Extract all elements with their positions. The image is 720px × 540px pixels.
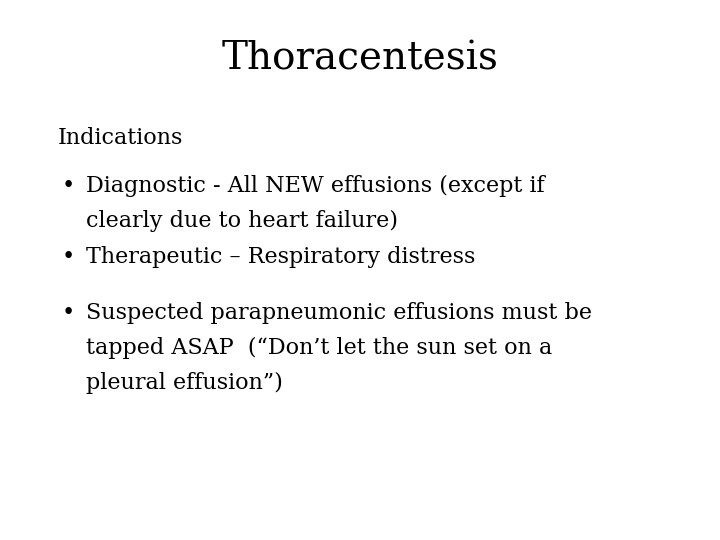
Text: Suspected parapneumonic effusions must be: Suspected parapneumonic effusions must b… — [86, 302, 593, 324]
Text: clearly due to heart failure): clearly due to heart failure) — [86, 211, 398, 232]
Text: pleural effusion”): pleural effusion”) — [86, 373, 283, 394]
Text: •: • — [62, 246, 75, 267]
Text: Diagnostic - All NEW effusions (except if: Diagnostic - All NEW effusions (except i… — [86, 176, 545, 197]
Text: Thoracentesis: Thoracentesis — [222, 41, 498, 78]
Text: tapped ASAP  (“Don’t let the sun set on a: tapped ASAP (“Don’t let the sun set on a — [86, 338, 553, 359]
Text: •: • — [62, 176, 75, 197]
Text: Indications: Indications — [58, 127, 183, 148]
Text: Therapeutic – Respiratory distress: Therapeutic – Respiratory distress — [86, 246, 476, 267]
Text: •: • — [62, 302, 75, 324]
